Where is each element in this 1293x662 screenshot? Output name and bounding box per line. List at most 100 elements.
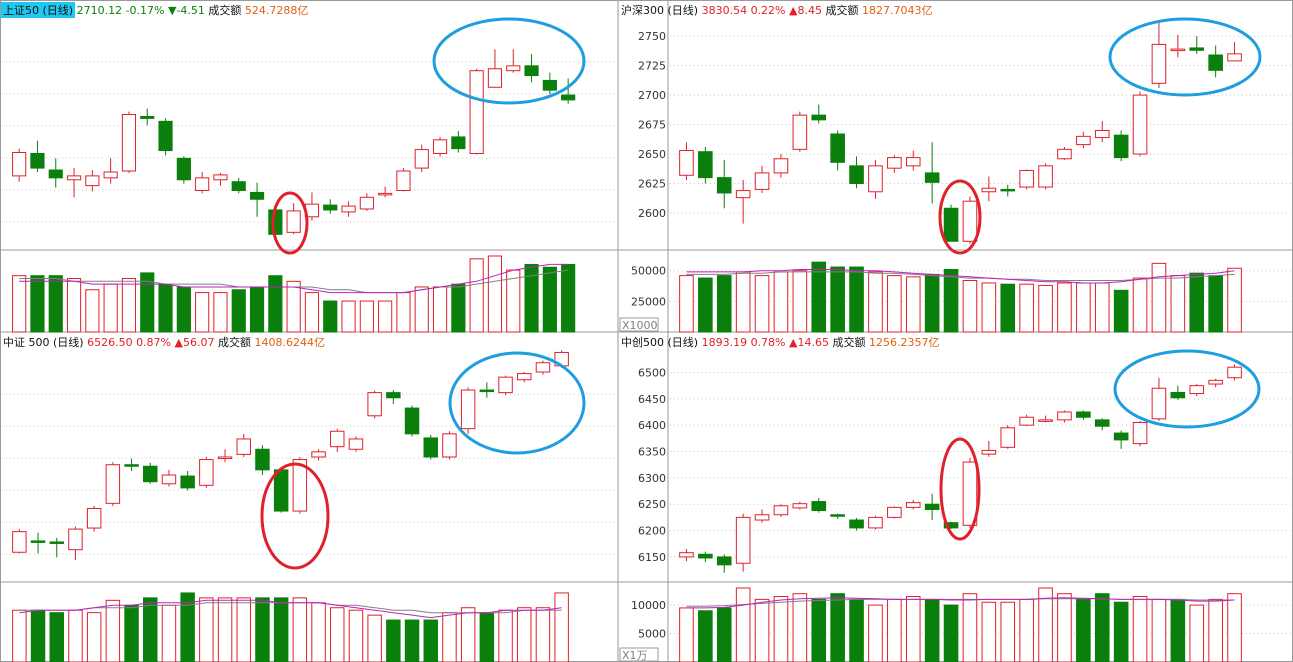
- candle-body: [66, 175, 82, 181]
- candle-body: [773, 158, 789, 174]
- candle-body: [30, 152, 45, 169]
- volume-bar: [404, 619, 420, 662]
- candle-body: [498, 376, 513, 394]
- volume-bar: [348, 609, 364, 662]
- header-price: 2710.12: [77, 4, 126, 17]
- volume-tick-label: 50000: [631, 265, 666, 278]
- price-tick-label: 6500: [638, 366, 666, 379]
- volume-bar: [868, 271, 883, 333]
- volume-bar: [1019, 283, 1034, 333]
- candle-body: [905, 157, 921, 167]
- red-highlight-ellipse: [260, 462, 330, 570]
- volume-bar: [367, 614, 382, 662]
- candle-body: [311, 451, 326, 458]
- candle-body: [1227, 366, 1242, 379]
- candle-body: [754, 172, 770, 190]
- volume-tick-label: 5000: [638, 628, 666, 641]
- volume-bar: [423, 619, 438, 662]
- candle-body: [86, 507, 102, 529]
- candle-body: [249, 191, 265, 200]
- volume-bar: [943, 268, 959, 333]
- price-tick-label: 6450: [638, 393, 666, 406]
- candle-body: [1057, 148, 1072, 160]
- volume-bar: [1113, 289, 1129, 333]
- volume-bar: [716, 607, 732, 662]
- volume-bar: [830, 266, 845, 333]
- volume-bar: [68, 609, 83, 662]
- volume-bar: [195, 292, 210, 333]
- volume-bar: [868, 604, 883, 662]
- volume-bar: [1000, 283, 1016, 333]
- volume-bar: [236, 597, 251, 662]
- volume-unit-box: [619, 317, 659, 332]
- candle-body: [348, 438, 364, 450]
- candle-body: [341, 205, 356, 213]
- candle-body: [1094, 419, 1110, 427]
- candle-body: [12, 531, 27, 553]
- header-change: ▲56.07: [175, 336, 218, 349]
- candle-body: [396, 170, 411, 191]
- candle-body: [962, 200, 978, 242]
- volume-bar: [255, 597, 270, 662]
- volume-bar: [414, 286, 429, 333]
- volume-bar: [121, 278, 137, 333]
- volume-bar: [451, 283, 466, 333]
- candle-body: [1208, 379, 1223, 385]
- candle-body: [231, 181, 246, 191]
- volume-bar: [981, 601, 997, 662]
- header-turnover-label: 成交额: [218, 335, 255, 349]
- candle-body: [213, 174, 228, 181]
- candle-body: [517, 373, 532, 381]
- volume-bar: [1057, 593, 1072, 662]
- volume-bar: [1038, 284, 1053, 333]
- volume-bar: [158, 283, 173, 333]
- volume-bar: [12, 609, 27, 662]
- volume-tick-label: 25000: [631, 295, 666, 308]
- candle-body: [561, 94, 576, 101]
- volume-bar: [460, 607, 476, 662]
- candle-body: [1076, 411, 1091, 418]
- volume-bar: [498, 609, 513, 662]
- candle-body: [236, 438, 251, 455]
- candle-body: [962, 461, 978, 526]
- candle-body: [121, 114, 137, 172]
- candle-body: [849, 519, 864, 529]
- header-pct: -0.17%: [126, 4, 168, 17]
- red-highlight-ellipse: [939, 437, 981, 541]
- header-name-highlight: [1, 2, 75, 18]
- candle-body: [386, 392, 401, 399]
- red-highlight-ellipse: [271, 191, 309, 255]
- volume-bar: [1151, 262, 1167, 333]
- volume-bar: [1057, 282, 1072, 333]
- candle-body: [698, 553, 713, 559]
- volume-bar: [698, 277, 713, 333]
- candle-body: [1189, 385, 1205, 395]
- volume-bar: [249, 286, 265, 333]
- header-name: 中创500 (日线): [621, 335, 702, 349]
- volume-bar: [143, 597, 158, 662]
- volume-bar: [679, 607, 694, 662]
- volume-bar: [311, 602, 326, 662]
- volume-bar: [1170, 598, 1186, 662]
- candle-body: [1132, 422, 1148, 445]
- header-price: 3830.54: [702, 4, 751, 17]
- volume-bar: [432, 286, 448, 333]
- candle-body: [773, 505, 789, 516]
- blue-highlight-ellipse: [448, 351, 586, 455]
- candle-body: [716, 556, 732, 566]
- blue-highlight-ellipse: [1113, 349, 1261, 429]
- volume-bar: [943, 604, 959, 662]
- candle-body: [68, 528, 83, 551]
- volume-bar: [1132, 277, 1148, 333]
- header-name: 沪深300 (日线): [621, 3, 702, 17]
- candle-body: [432, 139, 448, 154]
- price-tick-label: 2650: [638, 148, 666, 161]
- volume-bar: [887, 598, 902, 662]
- candle-body: [161, 474, 177, 485]
- volume-bar: [716, 275, 732, 333]
- candle-body: [292, 459, 308, 512]
- volume-bar: [103, 283, 118, 333]
- chart-header: 沪深300 (日线) 3830.54 0.22% ▲8.45 成交额 1827.…: [621, 3, 932, 17]
- volume-bar: [698, 610, 713, 662]
- candle-body: [479, 389, 495, 393]
